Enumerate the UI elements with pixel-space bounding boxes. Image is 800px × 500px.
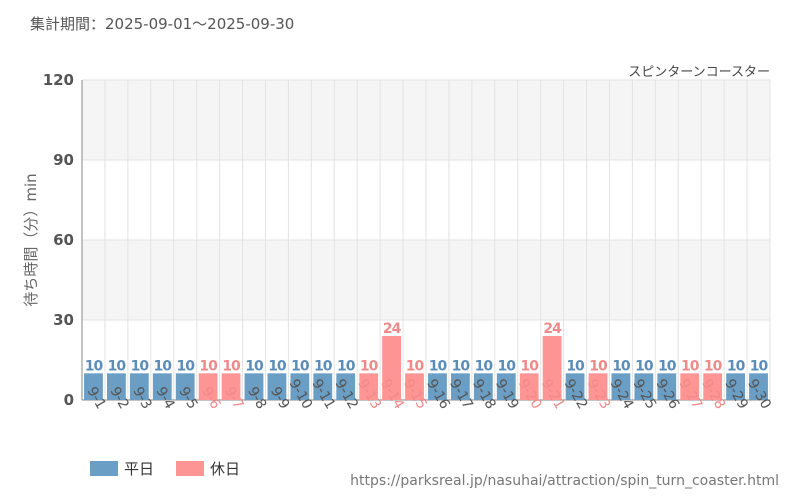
bar-9-28 [703, 373, 723, 400]
value-label-9-6: 10 [199, 358, 218, 374]
value-label-9-25: 10 [635, 358, 654, 374]
bar-9-1 [84, 373, 103, 400]
value-label-9-20: 10 [520, 358, 539, 374]
bar-9-3 [129, 373, 149, 400]
bar-9-23 [588, 373, 608, 400]
value-label-9-1: 10 [85, 358, 104, 374]
period-label: 集計期間：2025-09-01～2025-09-30 [30, 15, 295, 33]
x-tick-label-9-10: 9-10 [286, 376, 316, 412]
bar-9-10 [290, 373, 310, 400]
bar-9-24 [611, 373, 631, 400]
bar-9-14 [382, 336, 402, 400]
value-label-9-13: 10 [360, 358, 379, 374]
value-label-9-26: 10 [658, 358, 677, 374]
y-tick-label: 90 [53, 151, 74, 169]
value-label-9-5: 10 [176, 358, 195, 374]
bar-9-11 [313, 373, 333, 400]
value-label-9-16: 10 [429, 358, 448, 374]
x-tick-label-9-18: 9-18 [469, 376, 499, 412]
bar-9-5 [175, 373, 195, 400]
y-tick-label: 30 [53, 311, 74, 329]
x-tick-label-9-13: 9-13 [354, 376, 384, 412]
x-tick-label-9-23: 9-23 [584, 376, 614, 412]
bar-9-19 [496, 373, 516, 400]
bar-9-26 [657, 373, 677, 400]
bar-9-21 [542, 336, 562, 400]
value-label-9-24: 10 [612, 358, 631, 374]
bar-9-18 [473, 373, 493, 400]
value-label-9-29: 10 [727, 358, 746, 374]
value-label-9-14: 24 [383, 321, 402, 337]
bar-9-9 [267, 373, 287, 400]
bar-9-6 [198, 373, 218, 400]
x-tick-label-9-11: 9-11 [308, 376, 338, 412]
bar-9-27 [680, 373, 700, 400]
x-tick-label-9-25: 9-25 [630, 376, 660, 412]
x-tick-label-9-28: 9-28 [698, 376, 728, 412]
value-label-9-22: 10 [566, 358, 585, 374]
value-label-9-11: 10 [314, 358, 333, 374]
value-label-9-21: 24 [543, 321, 562, 337]
x-tick-label-9-30: 9-30 [744, 376, 774, 412]
legend-item-weekday[interactable]: 平日 [90, 458, 154, 479]
value-label-9-12: 10 [337, 358, 356, 374]
value-label-9-18: 10 [475, 358, 494, 374]
x-tick-label-9-29: 9-29 [721, 376, 751, 412]
x-tick-label-9-16: 9-16 [423, 376, 453, 412]
value-label-9-17: 10 [452, 358, 471, 374]
x-tick-label-9-15: 9-15 [400, 376, 430, 412]
x-tick-label-9-12: 9-12 [331, 376, 361, 412]
bar-9-8 [244, 373, 264, 400]
value-label-9-15: 10 [406, 358, 425, 374]
y-tick-label: 0 [64, 391, 74, 409]
source-url[interactable]: https://parksreal.jp/nasuhai/attraction/… [350, 473, 779, 489]
y-tick-label: 60 [53, 231, 74, 249]
value-label-9-19: 10 [498, 358, 517, 374]
value-label-9-3: 10 [131, 358, 150, 374]
legend-label-holiday: 休日 [210, 460, 241, 478]
legend-label-weekday: 平日 [124, 460, 155, 478]
x-tick-label-9-22: 9-22 [561, 376, 591, 412]
bar-9-12 [336, 373, 356, 400]
value-label-9-10: 10 [291, 358, 310, 374]
chart-title: スピンターンコースター [628, 65, 770, 80]
value-label-9-4: 10 [154, 358, 173, 374]
bar-9-2 [106, 373, 126, 400]
legend: 平日 休日 [90, 458, 262, 479]
bar-9-7 [221, 373, 241, 400]
x-tick-label-9-26: 9-26 [652, 376, 682, 412]
x-tick-label-9-14: 9-14 [377, 376, 407, 412]
x-tick-label-9-27: 9-27 [675, 376, 705, 412]
bar-9-29 [726, 373, 746, 400]
value-label-9-30: 10 [750, 358, 769, 374]
bar-9-15 [405, 373, 424, 400]
bar-9-16 [428, 373, 447, 400]
bar-9-30 [749, 373, 768, 400]
y-tick-label: 120 [43, 71, 74, 89]
value-label-9-9: 10 [268, 358, 287, 374]
bar-9-13 [359, 373, 379, 400]
x-tick-label-9-24: 9-24 [607, 376, 637, 412]
legend-swatch-holiday [176, 461, 205, 476]
value-label-9-23: 10 [589, 358, 608, 374]
bar-9-25 [634, 373, 654, 400]
bar-9-4 [152, 373, 172, 400]
x-tick-label-9-19: 9-19 [492, 376, 522, 412]
bar-9-20 [519, 373, 539, 400]
legend-item-holiday[interactable]: 休日 [176, 458, 240, 479]
value-label-9-2: 10 [108, 358, 127, 374]
value-label-9-27: 10 [681, 358, 700, 374]
x-tick-label-9-17: 9-17 [446, 376, 476, 412]
y-axis-title: 待ち時間（分）min [22, 173, 40, 306]
bar-9-17 [450, 373, 470, 400]
x-tick-label-9-21: 9-21 [538, 376, 568, 412]
value-label-9-28: 10 [704, 358, 723, 374]
x-tick-label-9-20: 9-20 [515, 376, 545, 412]
bar-9-22 [565, 373, 585, 400]
value-label-9-8: 10 [245, 358, 264, 374]
value-label-9-7: 10 [222, 358, 241, 374]
legend-swatch-weekday [90, 461, 118, 476]
